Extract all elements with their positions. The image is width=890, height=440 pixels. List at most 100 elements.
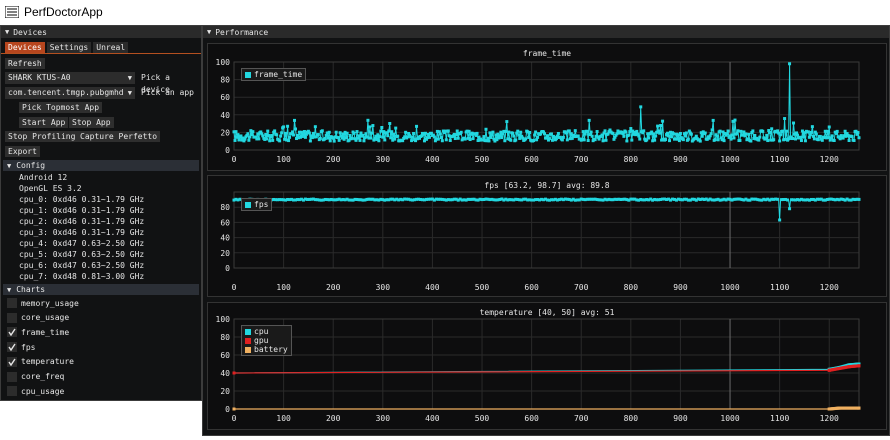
data-point — [501, 132, 505, 136]
data-point — [786, 198, 790, 202]
chart-legend: fps — [241, 198, 273, 211]
x-tick-label: 500 — [475, 414, 490, 423]
data-point — [331, 198, 335, 202]
data-point — [422, 198, 426, 202]
tab-devices[interactable]: Devices — [5, 42, 45, 53]
data-point — [614, 133, 618, 137]
data-point — [303, 135, 307, 139]
data-point — [323, 137, 327, 141]
charts-section-header[interactable]: ▼ Charts — [3, 284, 199, 295]
data-point — [844, 134, 848, 138]
checkbox[interactable] — [7, 312, 17, 323]
data-point — [686, 137, 690, 141]
checkbox[interactable] — [7, 356, 17, 367]
app-select[interactable]: com.tencent.tmgp.pubgmhd ▼ — [5, 87, 135, 99]
data-point — [831, 197, 835, 201]
checkbox[interactable] — [7, 371, 17, 382]
y-tick-label: 100 — [216, 58, 231, 67]
collapse-triangle-icon[interactable]: ▼ — [5, 28, 10, 36]
data-point — [494, 133, 498, 137]
data-point — [396, 134, 400, 138]
performance-window-title[interactable]: ▼ Performance — [203, 26, 889, 38]
legend-item[interactable]: fps — [245, 200, 268, 209]
x-tick-label: 600 — [524, 414, 539, 423]
x-tick-label: 200 — [326, 283, 341, 292]
checkbox[interactable] — [7, 342, 17, 353]
data-point — [475, 131, 479, 135]
legend-item[interactable]: battery — [245, 345, 288, 354]
config-section-label: Config — [16, 161, 46, 170]
data-point — [301, 133, 305, 137]
data-point — [453, 137, 457, 141]
data-point — [719, 136, 723, 140]
data-point — [707, 136, 711, 140]
legend-item[interactable]: cpu — [245, 327, 288, 336]
export-button[interactable]: Export — [5, 146, 40, 157]
data-point — [676, 197, 680, 201]
start-app-button[interactable]: Start App — [19, 117, 69, 128]
frame-time-chart[interactable]: 0 100 200 300 400 500 600 700 800 900 1000 1100 1200… — [207, 43, 887, 171]
data-point — [462, 198, 466, 202]
data-point — [561, 135, 565, 139]
checkbox-label: core_freq — [21, 372, 65, 381]
stop-profiling-button[interactable]: Stop Profiling — [5, 131, 79, 142]
checkbox[interactable] — [7, 298, 17, 308]
device-select[interactable]: SHARK KTUS-A0 ▼ — [5, 72, 135, 84]
data-point — [534, 130, 538, 134]
config-section-header[interactable]: ▼ Config — [3, 160, 199, 171]
legend-item[interactable]: frame_time — [245, 70, 302, 79]
tab-unreal[interactable]: Unreal — [93, 42, 129, 53]
data-point — [314, 135, 318, 139]
data-point — [607, 130, 611, 134]
temperature-chart[interactable]: 0 100 200 300 400 500 600 700 800 900 1000 1100 1200… — [207, 302, 887, 430]
chart-toggle-core-usage[interactable]: core_usage — [7, 312, 69, 323]
collapse-triangle-icon[interactable]: ▼ — [207, 28, 212, 36]
data-point — [673, 137, 677, 141]
data-point — [785, 129, 789, 133]
data-point — [271, 138, 275, 142]
checkbox[interactable] — [7, 327, 17, 338]
data-point — [476, 139, 480, 143]
chart-toggle-fps[interactable]: fps — [7, 342, 35, 353]
chart-toggle-core-freq[interactable]: core_freq — [7, 371, 65, 382]
devices-window-title[interactable]: ▼ Devices — [1, 26, 201, 38]
data-point — [649, 197, 653, 201]
data-point — [313, 125, 317, 129]
data-point — [401, 198, 405, 202]
data-point — [676, 133, 680, 137]
data-point — [569, 132, 573, 136]
data-point — [725, 132, 729, 136]
data-point — [621, 132, 625, 136]
data-point — [500, 136, 504, 140]
stop-app-button[interactable]: Stop App — [69, 117, 114, 128]
chart-toggle-temperature[interactable]: temperature — [7, 356, 74, 367]
fps-chart-svg: 0 100 200 300 400 500 600 700 800 900 1000 1100 1200… — [220, 191, 861, 292]
data-point — [572, 135, 576, 139]
legend-item[interactable]: gpu — [245, 336, 288, 345]
data-point — [593, 197, 597, 201]
data-point — [305, 197, 309, 201]
chart-toggle-cpu-usage[interactable]: cpu_usage — [7, 386, 64, 397]
data-point — [606, 132, 610, 136]
data-point — [683, 134, 687, 138]
fps-chart[interactable]: 0 100 200 300 400 500 600 700 800 900 1000 1100 1200… — [207, 175, 887, 297]
data-point — [657, 198, 661, 202]
data-point — [348, 134, 352, 138]
chart-toggle-frame-time[interactable]: frame_time — [7, 327, 69, 338]
pick-topmost-app-button[interactable]: Pick Topmost App — [19, 102, 103, 113]
collapse-triangle-icon: ▼ — [7, 161, 12, 170]
capture-perfetto-button[interactable]: Capture Perfetto — [77, 131, 161, 142]
chart-toggle-memory-usage[interactable]: memory_usage — [7, 298, 79, 308]
data-point — [835, 129, 839, 133]
data-point — [772, 197, 776, 201]
data-point — [687, 129, 691, 133]
data-point — [661, 119, 665, 123]
tab-settings[interactable]: Settings — [46, 42, 92, 53]
data-point — [485, 139, 489, 143]
legend-label: frame_time — [254, 70, 303, 79]
refresh-button[interactable]: Refresh — [5, 58, 45, 69]
data-point — [700, 197, 704, 201]
data-point — [798, 135, 802, 139]
checkbox[interactable] — [7, 386, 17, 397]
data-point — [799, 197, 803, 201]
